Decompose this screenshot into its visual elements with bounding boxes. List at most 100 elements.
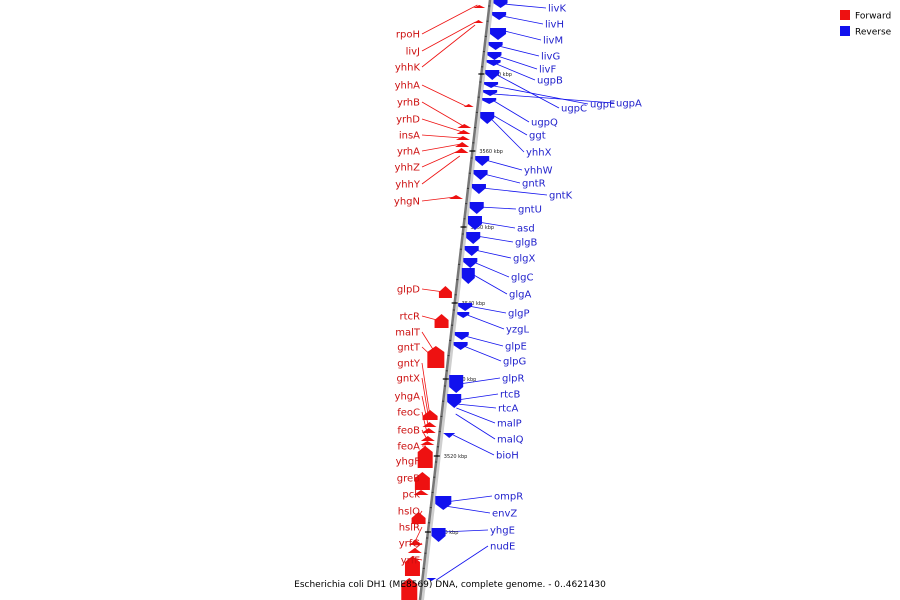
reverse-gene-arrow	[435, 496, 452, 510]
reverse-gene-label: glgA	[509, 290, 531, 301]
backbone-shadow	[420, 0, 494, 600]
tick-label: 3510 kbp	[435, 530, 459, 536]
reverse-gene-arrow	[480, 112, 495, 124]
reverse-label-connector	[483, 173, 521, 184]
forward-gene-arrow	[408, 540, 423, 545]
forward-gene-label: yhhY	[395, 180, 421, 191]
reverse-gene-arrow	[453, 342, 468, 350]
reverse-gene-label: malQ	[497, 435, 524, 446]
reverse-label-connector	[444, 505, 491, 514]
reverse-label-connector	[482, 187, 548, 196]
reverse-label-connector	[463, 345, 502, 362]
reverse-gene-label: glpG	[503, 357, 526, 368]
reverse-gene-label: livM	[543, 36, 563, 47]
tick-label: 3550 kbp	[471, 225, 495, 231]
forward-gene-label: gntY	[397, 359, 421, 370]
reverse-gene-arrow	[473, 170, 488, 180]
tick-label: 3540 kbp	[462, 301, 486, 307]
reverse-label-connector	[493, 85, 589, 105]
legend-forward-swatch	[840, 10, 850, 20]
legend-forward-label: Forward	[855, 12, 891, 22]
legend: Forward Reverse	[840, 10, 892, 38]
forward-label-connector	[421, 24, 476, 68]
forward-label-connector	[421, 149, 461, 168]
reverse-gene-label: livG	[541, 52, 560, 63]
reverse-gene-arrow	[464, 246, 479, 256]
forward-gene-arrow	[463, 104, 474, 107]
forward-gene-label: insA	[399, 131, 420, 142]
reverse-gene-label: livH	[545, 20, 564, 31]
forward-gene-label: livJ	[406, 47, 420, 58]
reverse-gene-label: ugpA	[616, 99, 642, 110]
reverse-gene-label: livK	[548, 4, 566, 15]
reverse-gene-arrow	[447, 394, 462, 408]
forward-label-connector	[421, 4, 478, 35]
reverse-label-connector	[445, 495, 493, 503]
reverse-label-connector	[471, 273, 508, 295]
reverse-label-connector	[453, 434, 495, 456]
reverse-gene-arrow	[471, 184, 486, 194]
reverse-label-connector	[479, 206, 517, 210]
reverse-gene-label: glpR	[502, 374, 524, 385]
reverse-gene-label: gntK	[549, 191, 573, 202]
forward-gene-label: feoA	[397, 442, 420, 453]
reverse-gene-arrow	[454, 332, 469, 340]
forward-label-connector	[421, 134, 462, 139]
forward-gene-arrow	[422, 422, 437, 427]
reverse-gene-arrow	[492, 12, 507, 20]
reverse-label-connector	[493, 93, 615, 104]
forward-gene-arrow	[420, 441, 435, 445]
reverse-label-connector	[476, 235, 514, 243]
forward-gene-label: yhhZ	[395, 163, 421, 174]
reverse-gene-label: ugpQ	[531, 118, 558, 129]
forward-gene-label: yhhA	[395, 81, 421, 92]
scale-ticks: 3570 kbp 3560 kbp 3550 kbp 3540 kbp 3530 kbp…	[422, 5, 512, 569]
reverse-gene-arrow	[484, 82, 499, 88]
reverse-gene-label: rtcA	[498, 404, 519, 415]
forward-gene-arrow	[421, 428, 436, 433]
reverse-gene-label: nudE	[490, 542, 515, 553]
forward-gene-label: gntX	[397, 374, 421, 385]
forward-gene-label: hslR	[399, 523, 420, 534]
reverse-gene-label: glgB	[515, 238, 537, 249]
reverse-label-connector	[498, 45, 540, 57]
forward-gene-arrow	[456, 130, 471, 134]
reverse-label-connector	[502, 15, 544, 25]
forward-label-connector	[421, 362, 431, 415]
forward-gene-label: glpD	[397, 285, 420, 296]
reverse-label-connector	[455, 413, 496, 440]
reverse-gene-arrow	[458, 303, 473, 311]
forward-gene-arrow	[455, 142, 470, 147]
forward-gene-arrow	[427, 346, 445, 368]
reverse-gene-label: ggt	[529, 131, 546, 142]
forward-gene-arrow	[454, 148, 469, 153]
forward-gene-label: rpoH	[396, 30, 420, 41]
forward-gene-label: malT	[395, 328, 421, 339]
reverse-gene-arrow	[449, 375, 464, 393]
forward-gene-label: hslO	[398, 507, 420, 518]
reverse-gene-arrow	[461, 268, 475, 284]
reverse-gene-label: asd	[517, 224, 535, 235]
forward-gene-label: yhhK	[395, 63, 421, 74]
forward-gene-label: yrhB	[397, 98, 420, 109]
reverse-gene-arrow	[490, 28, 507, 40]
reverse-gene-label: livF	[539, 65, 556, 76]
forward-gene-arrow	[473, 20, 484, 23]
reverse-gene-label: yzgL	[506, 325, 530, 336]
reverse-gene-arrow	[475, 156, 490, 166]
forward-gene-label: yrfF	[401, 556, 421, 567]
reverse-label-connector	[478, 221, 516, 229]
reverse-gene-label: bioH	[496, 451, 519, 462]
forward-label-connector	[421, 84, 466, 107]
reverse-gene-arrow	[483, 90, 498, 96]
reverse-gene-arrow	[466, 232, 481, 244]
reverse-gene-arrow	[463, 258, 478, 268]
reverse-gene-label: ugpB	[537, 76, 563, 87]
forward-label-connector	[421, 395, 429, 427]
forward-gene-arrow	[407, 548, 422, 553]
reverse-gene-arrow	[487, 52, 502, 60]
forward-gene-arrow	[455, 136, 470, 140]
reverse-label-connector	[456, 407, 496, 424]
reverse-gene-arrow	[486, 60, 501, 66]
